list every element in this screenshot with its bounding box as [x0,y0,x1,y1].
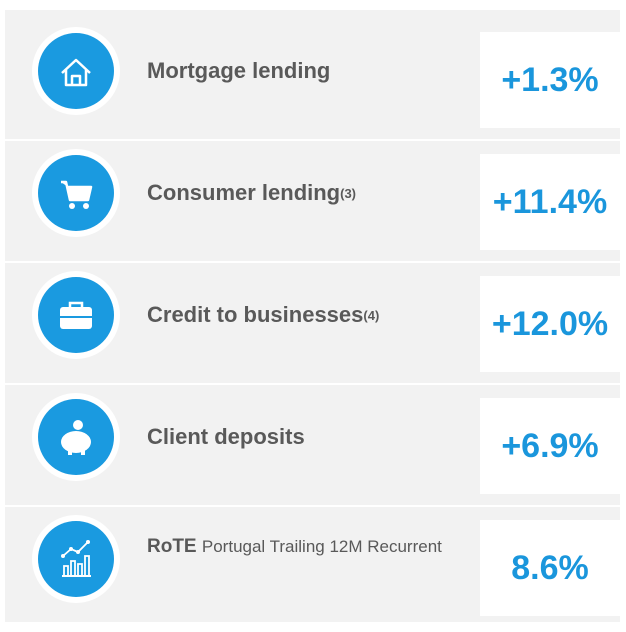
row: Consumer lending (3) +11.4% [5,132,620,254]
footnote: (4) [363,307,380,323]
label-text: Mortgage lending [147,58,331,83]
row: Mortgage lending +1.3% [5,10,620,132]
icon-house [32,27,120,115]
value-box: 8.6% [480,520,620,616]
label: RoTE Portugal Trailing 12M Recurrent [147,498,467,620]
divider [5,139,620,141]
value: +6.9% [501,426,599,465]
row: Credit to businesses (4) +12.0% [5,254,620,376]
icon-cart [32,149,120,237]
row: RoTE Portugal Trailing 12M Recurrent 8.6… [5,498,620,620]
icon-chart [32,515,120,603]
icon-briefcase [32,271,120,359]
label: Consumer lending (3) [147,132,467,254]
value: +1.3% [501,60,599,99]
label-detail: Portugal Trailing 12M Recurrent [201,537,442,556]
row: Client deposits +6.9% [5,376,620,498]
value: 8.6% [511,548,589,587]
value-box: +6.9% [480,398,620,494]
label-text: Consumer lending [147,180,341,205]
label: Client deposits [147,376,467,498]
value: +11.4% [492,182,608,221]
panel: Mortgage lending +1.3% Consumer lending(… [5,10,620,622]
label-text: Client deposits [147,424,305,449]
divider [5,261,620,263]
label: Credit to businesses (4) [147,254,467,376]
label-text: RoTE [147,536,197,557]
footnote: (3) [340,185,357,201]
divider [5,505,620,507]
label-text: Credit to businesses [147,302,364,327]
value-box: +1.3% [480,32,620,128]
value: +12.0% [491,304,609,343]
label: Mortgage lending [147,10,467,132]
value-box: +12.0% [480,276,620,372]
value-box: +11.4% [480,154,620,250]
divider [5,383,620,385]
icon-piggy-bank [32,393,120,481]
